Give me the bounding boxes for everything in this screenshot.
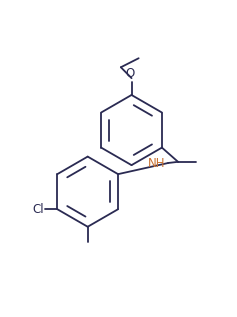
Text: O: O	[126, 67, 135, 80]
Text: NH: NH	[148, 157, 165, 170]
Text: Cl: Cl	[32, 203, 44, 216]
